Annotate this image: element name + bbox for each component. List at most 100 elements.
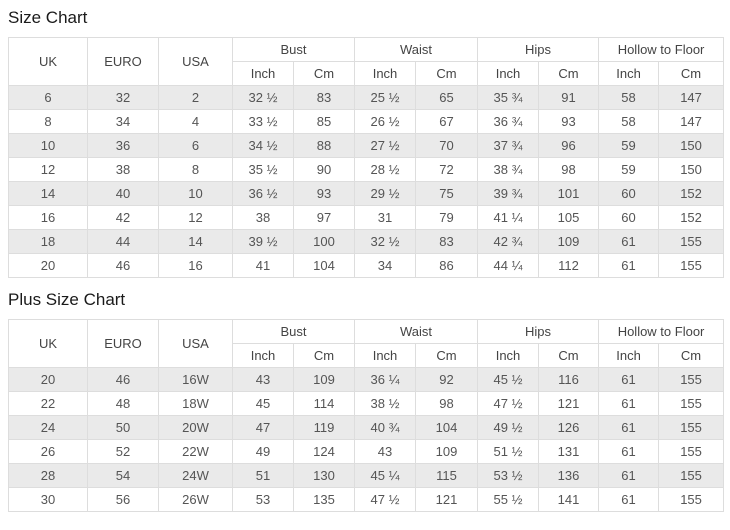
cell: 97: [292, 205, 356, 230]
cell: 116: [538, 367, 600, 392]
cell: 83: [292, 85, 356, 110]
cell: 47 ½: [477, 391, 540, 416]
table-row: 10 36 6 34 ½ 88 27 ½ 70 37 ¾ 96 59 150: [8, 133, 725, 158]
header-waist-cm: Cm: [415, 343, 479, 368]
cell: 25 ½: [354, 85, 417, 110]
cell: 40 ¾: [354, 415, 417, 440]
cell: 12: [158, 205, 233, 230]
cell: 96: [538, 133, 600, 158]
header-bust-cm: Cm: [292, 343, 356, 368]
cell: 55 ½: [477, 487, 540, 512]
cell: 28: [8, 463, 88, 488]
cell: 61: [598, 439, 660, 464]
cell: 10: [158, 181, 233, 206]
cell: 12: [8, 157, 88, 182]
header-uk: UK: [8, 37, 88, 86]
cell: 26W: [158, 487, 233, 512]
cell: 36 ½: [232, 181, 294, 206]
cell: 141: [538, 487, 600, 512]
cell: 58: [598, 109, 660, 134]
cell: 86: [415, 253, 479, 278]
cell: 61: [598, 391, 660, 416]
cell: 147: [658, 109, 725, 134]
header-hollow-to-floor-cm: Cm: [658, 61, 725, 86]
cell: 41 ¼: [477, 205, 540, 230]
cell: 45 ½: [477, 367, 540, 392]
cell: 47: [232, 415, 294, 440]
cell: 52: [87, 439, 159, 464]
cell: 83: [415, 229, 479, 254]
header-bust-inch: Inch: [232, 61, 294, 86]
header-group-bust: Bust: [231, 319, 356, 344]
cell: 18W: [158, 391, 233, 416]
cell: 40: [87, 181, 159, 206]
cell: 35 ¾: [477, 85, 540, 110]
cell: 61: [598, 367, 660, 392]
cell: 104: [415, 415, 479, 440]
cell: 20W: [158, 415, 233, 440]
cell: 32 ½: [354, 229, 417, 254]
cell: 155: [658, 487, 725, 512]
header-hollow-to-floor-inch: Inch: [598, 343, 660, 368]
cell: 152: [658, 181, 725, 206]
cell: 32: [87, 85, 159, 110]
cell: 135: [292, 487, 356, 512]
header-group-hollow-to-floor: Hollow to Floor: [598, 319, 725, 344]
table-row: 18 44 14 39 ½ 100 32 ½ 83 42 ¾ 109 61 155: [8, 229, 725, 254]
header-bust-inch: Inch: [232, 343, 294, 368]
plus-size-chart-section: Plus Size Chart UK EURO USA Bust Waist Hips Ho…: [8, 290, 725, 512]
cell: 61: [598, 253, 660, 278]
cell: 147: [658, 85, 725, 110]
header-euro: EURO: [87, 319, 159, 368]
header-group-waist: Waist: [354, 319, 479, 344]
cell: 41: [232, 253, 294, 278]
table-row: 12 38 8 35 ½ 90 28 ½ 72 38 ¾ 98 59 150: [8, 157, 725, 182]
cell: 100: [292, 229, 356, 254]
cell: 54: [87, 463, 159, 488]
header-hips-inch: Inch: [477, 343, 540, 368]
cell: 46: [87, 253, 159, 278]
header-waist-inch: Inch: [354, 61, 417, 86]
cell: 34: [87, 109, 159, 134]
cell: 27 ½: [354, 133, 417, 158]
table-row: 30 56 26W 53 135 47 ½ 121 55 ½ 141 61 155: [8, 487, 725, 512]
cell: 8: [8, 109, 88, 134]
header-bust-cm: Cm: [292, 61, 356, 86]
table-row: 28 54 24W 51 130 45 ¼ 115 53 ½ 136 61 155: [8, 463, 725, 488]
cell: 51 ½: [477, 439, 540, 464]
cell: 36: [87, 133, 159, 158]
header-hips-cm: Cm: [538, 61, 600, 86]
header-hips-inch: Inch: [477, 61, 540, 86]
cell: 155: [658, 229, 725, 254]
cell: 38: [232, 205, 294, 230]
cell: 34 ½: [232, 133, 294, 158]
cell: 24W: [158, 463, 233, 488]
cell: 47 ½: [354, 487, 417, 512]
cell: 33 ½: [232, 109, 294, 134]
cell: 109: [538, 229, 600, 254]
cell: 4: [158, 109, 233, 134]
cell: 126: [538, 415, 600, 440]
cell: 112: [538, 253, 600, 278]
cell: 50: [87, 415, 159, 440]
cell: 131: [538, 439, 600, 464]
cell: 155: [658, 439, 725, 464]
cell: 2: [158, 85, 233, 110]
size-chart-table: UK EURO USA Bust Waist Hips Hollow to Floor Inc…: [8, 37, 725, 278]
header-group-hips: Hips: [477, 37, 600, 62]
cell: 85: [292, 109, 356, 134]
header-hollow-to-floor-cm: Cm: [658, 343, 725, 368]
cell: 101: [538, 181, 600, 206]
cell: 93: [292, 181, 356, 206]
cell: 49 ½: [477, 415, 540, 440]
cell: 88: [292, 133, 356, 158]
header-waist-cm: Cm: [415, 61, 479, 86]
cell: 8: [158, 157, 233, 182]
cell: 22W: [158, 439, 233, 464]
cell: 42: [87, 205, 159, 230]
cell: 38: [87, 157, 159, 182]
cell: 29 ½: [354, 181, 417, 206]
cell: 34: [354, 253, 417, 278]
cell: 31: [354, 205, 417, 230]
cell: 56: [87, 487, 159, 512]
